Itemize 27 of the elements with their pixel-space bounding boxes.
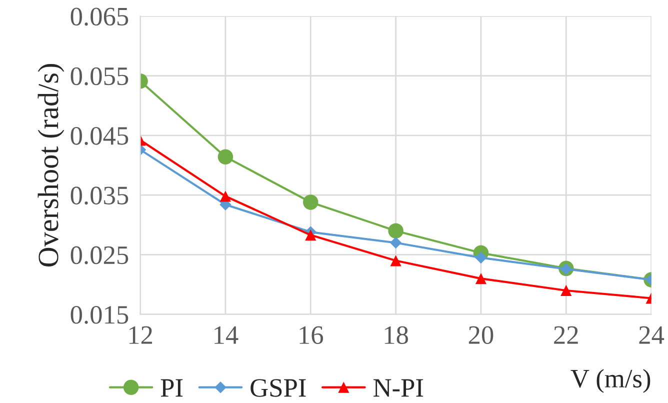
- y-tick-label: 0.035: [70, 186, 128, 205]
- y-tick-label: 0.065: [70, 8, 128, 26]
- x-tick-label: 14: [214, 326, 238, 344]
- point: [218, 149, 234, 165]
- x-tick-label: 24: [639, 326, 664, 344]
- point: [302, 194, 318, 210]
- x-tick-label: 20: [468, 326, 494, 344]
- x-axis-title: V (m/s): [570, 368, 650, 393]
- y-tick-label: 0.015: [70, 306, 128, 324]
- point: [390, 236, 402, 249]
- legend-label: PI: [160, 379, 183, 397]
- point: [305, 229, 316, 241]
- point: [390, 255, 402, 266]
- point: [220, 190, 232, 202]
- point: [475, 273, 487, 284]
- x-tick-label: 18: [384, 326, 408, 344]
- x-tick-label: 12: [129, 326, 152, 344]
- x-tick-label: 22: [554, 326, 578, 344]
- point: [560, 284, 572, 296]
- x-tick-label: 16: [300, 326, 324, 344]
- y-tick-label: 0.045: [70, 127, 128, 145]
- y-tick-label: 0.025: [70, 246, 128, 264]
- legend-label: GSPI: [250, 379, 306, 397]
- y-tick-label: 0.055: [70, 67, 128, 86]
- point: [388, 223, 404, 238]
- y-axis-title: Overshoot (rad/s): [38, 64, 64, 266]
- legend-label: N-PI: [373, 379, 424, 397]
